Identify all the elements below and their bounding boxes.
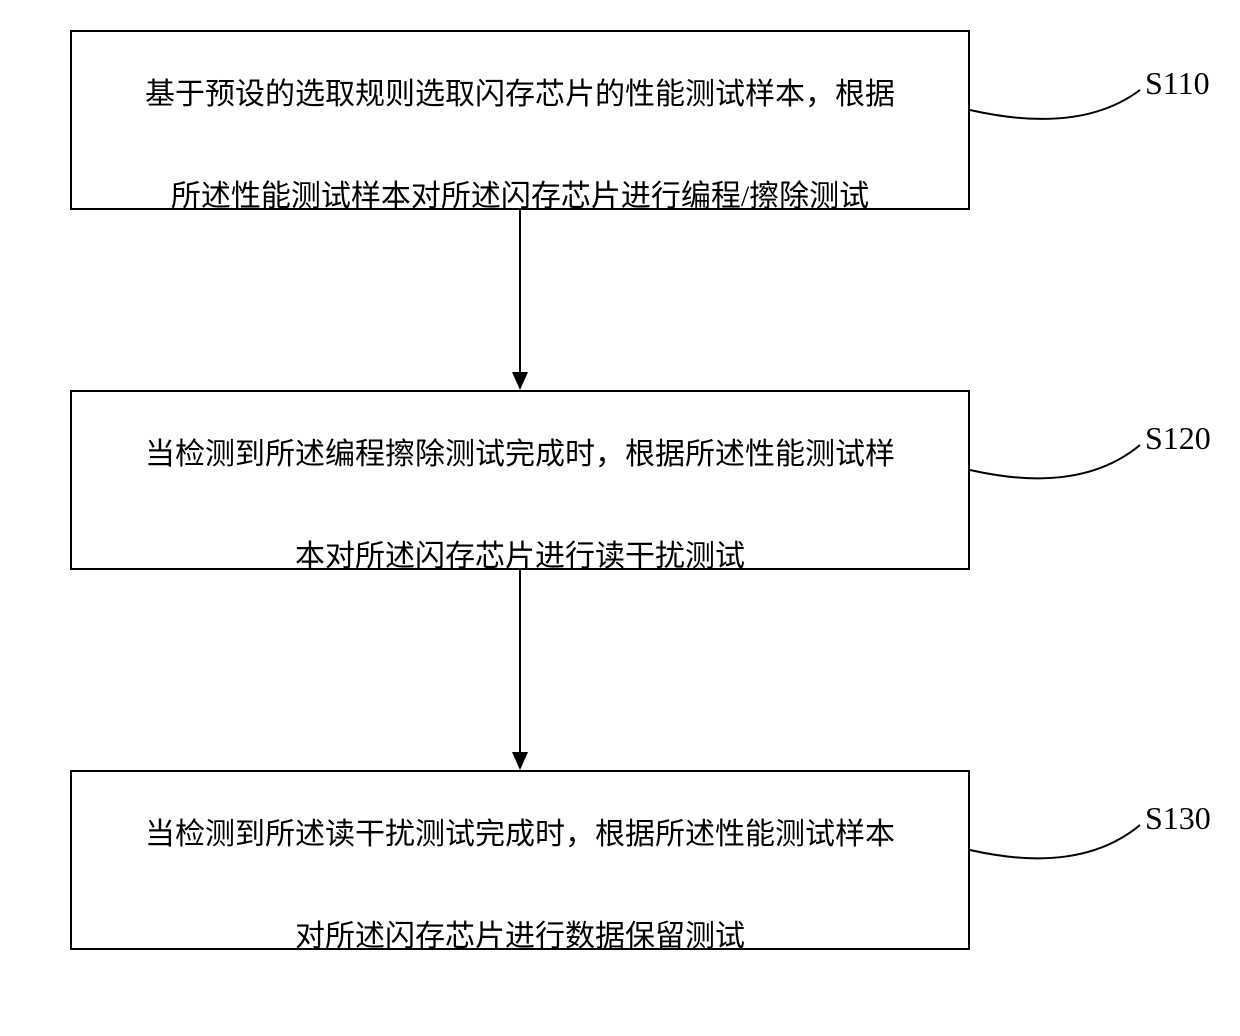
flowchart-canvas: 基于预设的选取规则选取闪存芯片的性能测试样本，根据 所述性能测试样本对所述闪存芯… (0, 0, 1240, 1036)
step-label-s110: S110 (1145, 65, 1210, 102)
step-box-s120: 当检测到所述编程擦除测试完成时，根据所述性能测试样 本对所述闪存芯片进行读干扰测… (70, 390, 970, 570)
step-text-s130: 当检测到所述读干扰测试完成时，根据所述性能测试样本 对所述闪存芯片进行数据保留测… (145, 758, 895, 962)
arrow-s110-to-s120 (505, 210, 535, 390)
arrow-s120-to-s130 (505, 570, 535, 770)
step-text-s110: 基于预设的选取规则选取闪存芯片的性能测试样本，根据 所述性能测试样本对所述闪存芯… (145, 18, 895, 222)
step-text-s120: 当检测到所述编程擦除测试完成时，根据所述性能测试样 本对所述闪存芯片进行读干扰测… (145, 378, 895, 582)
step-label-s120: S120 (1145, 420, 1211, 457)
leader-line-s120 (960, 435, 1150, 505)
leader-line-s110 (960, 80, 1150, 145)
step-label-s130: S130 (1145, 800, 1211, 837)
leader-line-s130 (960, 815, 1150, 885)
step-box-s110: 基于预设的选取规则选取闪存芯片的性能测试样本，根据 所述性能测试样本对所述闪存芯… (70, 30, 970, 210)
step-box-s130: 当检测到所述读干扰测试完成时，根据所述性能测试样本 对所述闪存芯片进行数据保留测… (70, 770, 970, 950)
